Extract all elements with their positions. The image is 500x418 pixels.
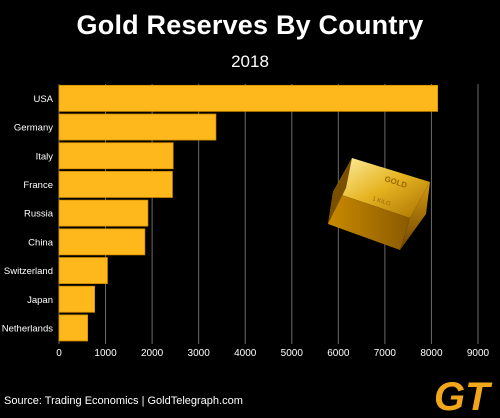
logo-text: GT: [434, 375, 493, 416]
bar-russia: [58, 199, 149, 227]
x-tick-label: 4000: [234, 348, 257, 359]
x-tick-label: 3000: [188, 348, 211, 359]
category-label: France: [23, 180, 53, 191]
bar-france: [58, 171, 173, 198]
category-label: Russia: [24, 209, 54, 220]
x-tick-label: 0: [56, 348, 62, 359]
bar-usa: [58, 84, 439, 112]
category-label: Switzerland: [4, 266, 53, 277]
category-label: USA: [33, 94, 53, 105]
gold-bar-illustration: GOLD 1 KILO: [328, 158, 430, 250]
x-tick-label: 8000: [420, 348, 443, 359]
goldtelegraph-logo: GT: [434, 375, 493, 416]
bar-switzerland: [58, 257, 108, 284]
x-tick-label: 9000: [467, 348, 490, 359]
chart-subtitle: 2018: [231, 52, 269, 71]
category-label: China: [28, 237, 54, 248]
bar-china: [58, 228, 146, 256]
category-label: Japan: [27, 295, 53, 306]
x-tick-label: 5000: [281, 348, 304, 359]
x-tick-label: 1000: [94, 348, 117, 359]
chart-title: Gold Reserves By Country: [76, 10, 424, 40]
bar-italy: [58, 142, 174, 170]
x-tick-label: 6000: [327, 348, 350, 359]
x-tick-label: 2000: [141, 348, 164, 359]
x-tick-label: 7000: [374, 348, 397, 359]
bar-netherlands: [58, 314, 89, 342]
source-note: Source: Trading Economics | GoldTelegrap…: [4, 395, 243, 407]
category-label: Netherlands: [2, 323, 53, 334]
svg-text:1 KILO: 1 KILO: [371, 196, 391, 208]
category-label: Italy: [36, 151, 54, 162]
bar-germany: [58, 113, 217, 141]
category-label: Germany: [14, 123, 53, 134]
bar-japan: [58, 285, 96, 313]
